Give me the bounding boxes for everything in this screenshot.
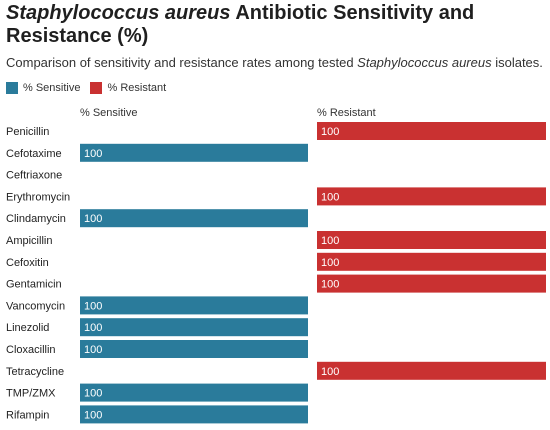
legend-swatch-resistant	[90, 82, 103, 94]
data-label-sensitive-rifampin: 100	[84, 409, 102, 421]
chart-title-organism: Staphylococcus aureus	[6, 2, 231, 24]
bar-sensitive-linezolid	[80, 318, 308, 337]
bar-resistant-erythromycin	[317, 187, 546, 206]
bar-resistant-tetracycline	[317, 361, 546, 380]
bar-resistant-gentamicin	[317, 274, 546, 293]
data-label-sensitive-cefotaxime: 100	[84, 148, 102, 160]
category-label-gentamicin: Gentamicin	[6, 279, 62, 291]
legend-label-sensitive: % Sensitive	[23, 82, 81, 94]
category-label-vancomycin: Vancomycin	[6, 300, 65, 312]
category-label-cefotaxime: Cefotaxime	[6, 148, 62, 160]
category-label-clindamycin: Clindamycin	[6, 213, 66, 225]
data-label-sensitive-tmp-zmx: 100	[84, 388, 102, 400]
data-label-resistant-ampicillin: 100	[321, 235, 339, 247]
legend-label-resistant: % Resistant	[107, 82, 167, 94]
chart-subtitle-post: isolates.	[491, 55, 543, 70]
chart-subtitle-pre: Comparison of sensitivity and resistance…	[6, 55, 358, 70]
bar-resistant-ampicillin	[317, 231, 546, 249]
bar-sensitive-cefotaxime	[80, 143, 308, 162]
chart-subtitle: Comparison of sensitivity and resistance…	[6, 55, 546, 71]
category-label-ceftriaxone: Ceftriaxone	[6, 170, 62, 182]
legend-item-sensitive: % Sensitive	[6, 82, 80, 94]
chart-title-text: Antibiotic Sensitivity and Resistance (%…	[6, 2, 475, 47]
data-label-resistant-penicillin: 100	[321, 126, 339, 138]
data-label-sensitive-linezolid: 100	[84, 322, 102, 334]
data-label-resistant-cefoxitin: 100	[321, 257, 339, 269]
data-label-sensitive-clindamycin: 100	[84, 213, 102, 225]
column-header-resistant: % Resistant	[317, 107, 376, 119]
category-label-cloxacillin: Cloxacillin	[6, 344, 56, 356]
category-label-rifampin: Rifampin	[6, 409, 49, 421]
bar-sensitive-rifampin	[80, 405, 308, 424]
data-label-sensitive-cloxacillin: 100	[84, 344, 102, 356]
category-label-penicillin: Penicillin	[6, 126, 49, 138]
legend-swatch-sensitive	[6, 82, 18, 94]
data-label-resistant-erythromycin: 100	[321, 191, 339, 203]
bar-sensitive-vancomycin	[80, 296, 308, 315]
chart-subtitle-organism: Staphylococcus aureus	[357, 55, 492, 70]
category-label-tmp-zmx: TMP/ZMX	[6, 388, 56, 400]
bar-resistant-cefoxitin	[317, 252, 546, 271]
chart-title: Staphylococcus aureus Antibiotic Sensiti…	[6, 2, 546, 48]
bar-resistant-penicillin	[317, 122, 546, 140]
category-label-tetracycline: Tetracycline	[6, 366, 64, 378]
data-label-resistant-gentamicin: 100	[321, 279, 339, 291]
column-header-sensitive: % Sensitive	[80, 107, 138, 119]
data-label-sensitive-vancomycin: 100	[84, 300, 102, 312]
category-label-linezolid: Linezolid	[6, 322, 49, 334]
legend-item-resistant: % Resistant	[90, 82, 166, 94]
category-label-erythromycin: Erythromycin	[6, 191, 70, 203]
data-label-resistant-tetracycline: 100	[321, 366, 339, 378]
chart-legend: % Sensitive % Resistant	[6, 80, 176, 96]
bar-sensitive-clindamycin	[80, 209, 308, 228]
bar-sensitive-cloxacillin	[80, 340, 308, 358]
category-label-cefoxitin: Cefoxitin	[6, 257, 49, 269]
bar-sensitive-tmp-zmx	[80, 383, 308, 402]
category-label-ampicillin: Ampicillin	[6, 235, 52, 247]
